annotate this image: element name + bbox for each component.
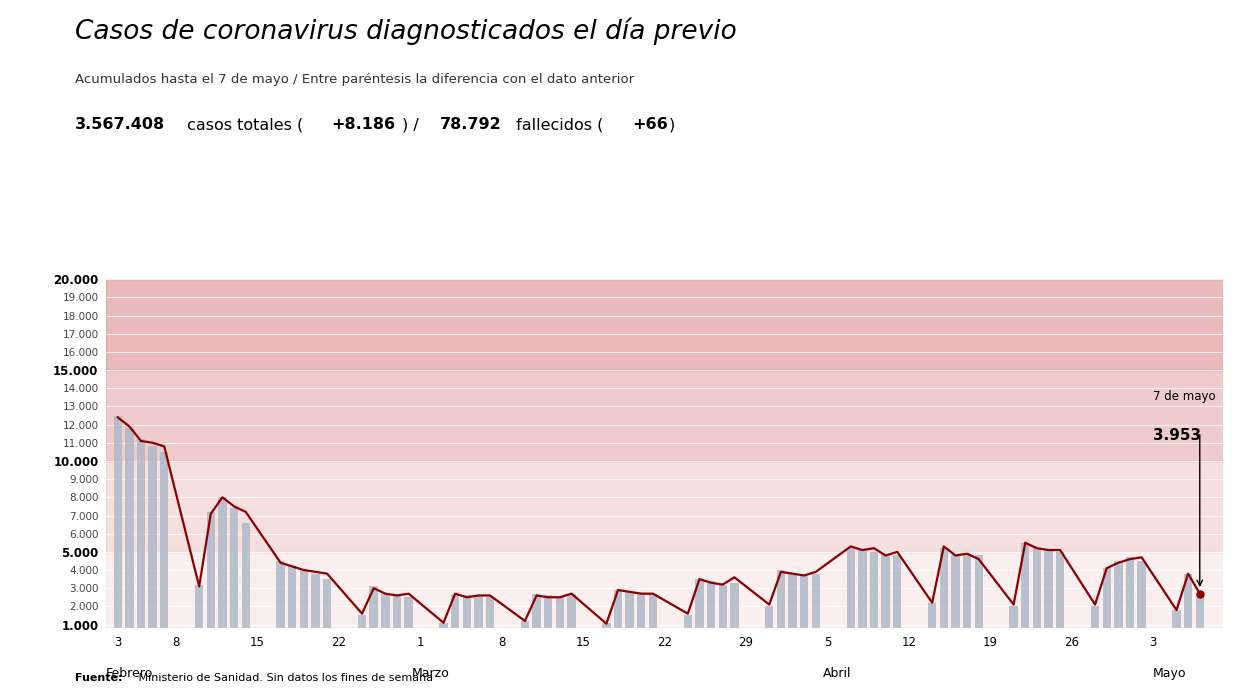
Bar <box>149 447 157 643</box>
Bar <box>730 583 739 643</box>
Bar <box>106 279 1223 370</box>
Text: Mayo: Mayo <box>1152 667 1186 680</box>
Bar <box>230 508 238 643</box>
Text: 3.567.408: 3.567.408 <box>75 117 165 132</box>
Bar <box>1126 557 1134 643</box>
Bar <box>859 550 866 643</box>
Bar <box>288 566 297 643</box>
Bar <box>940 548 948 643</box>
Bar <box>439 623 448 643</box>
Bar <box>381 594 389 643</box>
Text: ) /: ) / <box>402 117 424 132</box>
Bar <box>1137 561 1146 643</box>
Bar <box>1102 568 1111 643</box>
Text: Fuente:: Fuente: <box>75 673 122 683</box>
Bar <box>485 597 494 643</box>
Bar <box>765 607 774 643</box>
Bar <box>125 429 134 643</box>
Bar <box>311 574 319 643</box>
Bar <box>137 439 145 643</box>
Bar <box>1021 543 1030 643</box>
Bar <box>106 370 1223 461</box>
Bar <box>603 623 610 643</box>
Bar <box>555 597 564 643</box>
Text: Marzo: Marzo <box>412 667 449 680</box>
Bar <box>1114 561 1122 643</box>
Bar <box>649 594 658 643</box>
Text: fallecidos (: fallecidos ( <box>510 117 604 132</box>
Bar <box>393 595 401 643</box>
Bar <box>568 594 575 643</box>
Bar <box>776 570 785 643</box>
Bar <box>870 552 879 643</box>
Text: Febrero: Febrero <box>106 667 154 680</box>
Bar <box>929 603 936 643</box>
Bar <box>544 595 553 643</box>
Text: +8.186: +8.186 <box>331 117 396 132</box>
Bar <box>894 556 901 643</box>
Bar <box>800 575 809 643</box>
Text: Ministerio de Sanidad. Sin datos los fines de semana: Ministerio de Sanidad. Sin datos los fin… <box>135 673 433 683</box>
Text: Abril: Abril <box>824 667 852 680</box>
Bar <box>719 585 726 643</box>
Bar <box>218 497 227 643</box>
Bar <box>963 554 971 643</box>
Bar <box>106 461 1223 552</box>
Text: 3.953: 3.953 <box>1153 429 1202 443</box>
Bar <box>1091 607 1099 643</box>
Bar <box>114 415 122 643</box>
Bar <box>636 594 645 643</box>
Bar <box>811 574 820 643</box>
Text: 7 de mayo: 7 de mayo <box>1153 389 1216 403</box>
Bar <box>695 579 704 643</box>
Text: 78.792: 78.792 <box>439 117 502 132</box>
Bar <box>625 592 634 643</box>
Bar <box>1184 574 1192 643</box>
Text: ): ) <box>668 117 675 132</box>
Bar <box>1196 594 1204 643</box>
Bar <box>789 574 796 643</box>
Bar <box>614 590 623 643</box>
Bar <box>160 452 168 643</box>
Text: Acumulados hasta el 7 de mayo / Entre paréntesis la diferencia con el dato anter: Acumulados hasta el 7 de mayo / Entre pa… <box>75 73 634 87</box>
Bar <box>706 581 715 643</box>
Bar <box>106 552 1223 628</box>
Bar <box>846 548 855 643</box>
Bar <box>533 594 540 643</box>
Bar <box>1010 607 1018 643</box>
Bar <box>451 594 459 643</box>
Bar <box>520 621 529 643</box>
Bar <box>404 597 413 643</box>
Bar <box>1032 548 1041 643</box>
Text: +66: +66 <box>633 117 669 132</box>
Bar <box>881 554 890 643</box>
Bar <box>951 556 960 643</box>
Bar <box>207 512 215 643</box>
Bar <box>276 561 285 643</box>
Bar <box>195 585 203 643</box>
Text: Casos de coronavirus diagnosticados el día previo: Casos de coronavirus diagnosticados el d… <box>75 17 736 45</box>
Bar <box>300 570 308 643</box>
Bar <box>369 586 378 643</box>
Text: casos totales (: casos totales ( <box>181 117 303 132</box>
Bar <box>1056 552 1065 643</box>
Bar <box>323 579 331 643</box>
Bar <box>684 616 693 643</box>
Bar <box>463 595 470 643</box>
Bar <box>975 556 983 643</box>
Bar <box>358 616 366 643</box>
Bar <box>1172 610 1181 643</box>
Bar <box>1045 550 1053 643</box>
Bar <box>474 595 483 643</box>
Bar <box>242 523 250 643</box>
